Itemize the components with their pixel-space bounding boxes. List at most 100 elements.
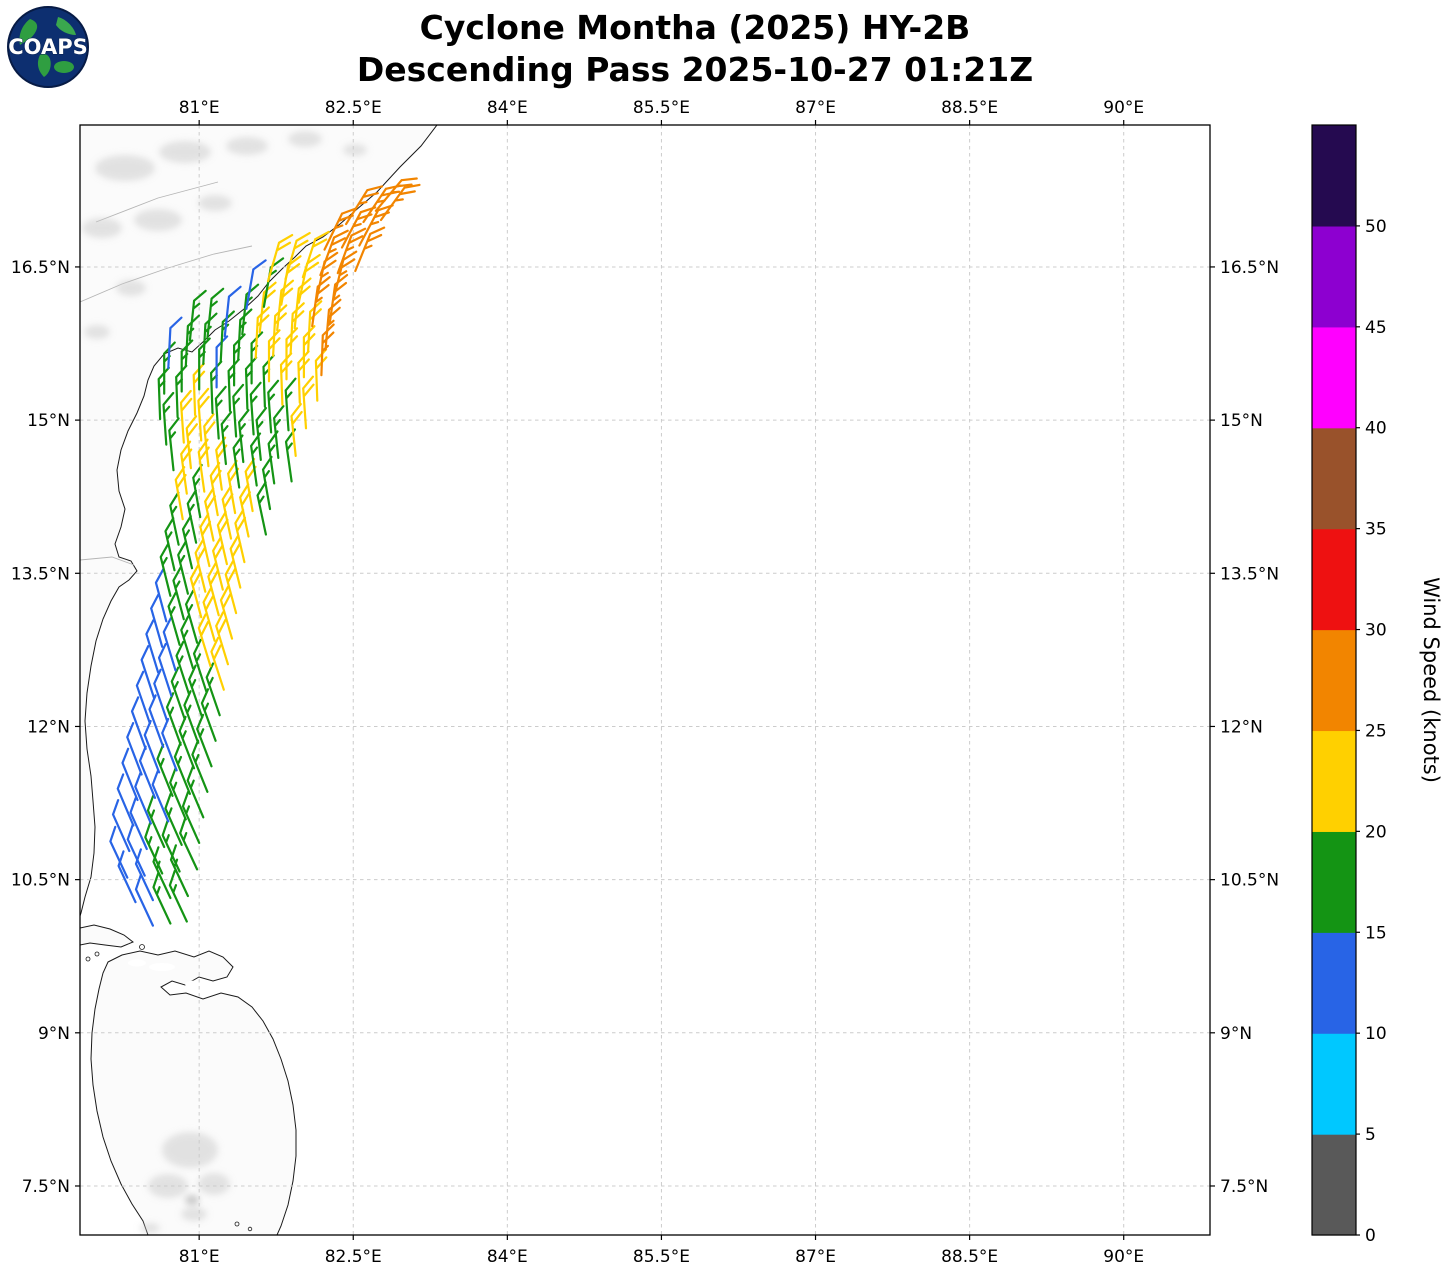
wind-barb	[130, 696, 147, 751]
wind-barb	[340, 206, 377, 249]
grid-layer	[80, 125, 1210, 1235]
wind-barb	[328, 273, 349, 326]
y-tick-label-left: 7.5°N	[22, 1177, 70, 1197]
wind-barb	[146, 795, 166, 849]
x-tick-label-top: 85.5°E	[633, 98, 690, 118]
y-tick-label-left: 9°N	[38, 1024, 70, 1044]
wind-barb	[154, 568, 168, 623]
colorbar-tick-label: 25	[1365, 721, 1387, 741]
wind-barb	[167, 591, 181, 646]
y-tick-label-right: 7.5°N	[1220, 1177, 1268, 1197]
wind-barb	[167, 316, 183, 370]
x-tick-label-bottom: 87°E	[795, 1247, 836, 1264]
rameswaram-spit	[80, 924, 134, 948]
wind-barb	[109, 825, 129, 879]
wind-barb	[199, 512, 212, 568]
x-tick-label-top: 81°E	[179, 98, 220, 118]
wind-barb	[188, 664, 204, 719]
wind-barb	[129, 797, 148, 851]
islet	[85, 956, 91, 962]
y-tick-label-right: 15°N	[1220, 411, 1263, 431]
logo-continent	[19, 19, 38, 45]
wind-barb	[181, 515, 194, 570]
y-tick-label-left: 16.5°N	[11, 258, 70, 278]
jaffna-lagoon	[185, 980, 207, 988]
x-tick-label-bottom: 84°E	[487, 1247, 528, 1264]
wind-barb	[245, 259, 267, 310]
y-tick-label-right: 13.5°N	[1220, 564, 1279, 584]
x-tick-label-top: 88.5°E	[941, 98, 998, 118]
wind-barb	[210, 636, 225, 691]
wind-barb	[197, 613, 212, 668]
colorbar-tick-label: 15	[1365, 923, 1387, 943]
colorbar-tick-label: 35	[1365, 520, 1387, 540]
wind-barb	[254, 306, 270, 359]
wind-barb	[185, 415, 198, 470]
wind-barb	[362, 184, 402, 224]
wind-barb	[205, 662, 221, 717]
x-tick-label-top: 82.5°E	[325, 98, 382, 118]
wind-barb	[157, 642, 173, 697]
logo-continent	[56, 17, 76, 35]
x-tick-label-bottom: 81°E	[179, 1247, 220, 1264]
wind-barb	[220, 411, 233, 466]
colorbar-tick-label: 50	[1365, 217, 1387, 237]
wind-barb	[168, 869, 188, 923]
wind-barb	[272, 304, 288, 357]
wind-barb	[315, 251, 339, 302]
colorbar-tick-label: 40	[1365, 419, 1387, 439]
wind-barb	[153, 668, 169, 723]
colorbar-segment	[1312, 932, 1356, 1034]
wind-barb	[162, 391, 175, 446]
colorbar-segment	[1312, 427, 1356, 530]
wind-barb	[289, 302, 305, 355]
colorbar-axis-label: Wind Speed (knots)	[1419, 577, 1443, 783]
wind-barb	[221, 485, 234, 540]
logo-continent	[37, 54, 51, 77]
wind-barb	[173, 741, 191, 796]
wind-barb	[134, 873, 154, 927]
landmass-layer	[80, 125, 438, 1235]
wind-barb	[126, 823, 146, 877]
wind-barb	[223, 285, 242, 338]
admin-boundary	[80, 556, 135, 566]
plot-frame	[79, 124, 1211, 1236]
colorbar-segment	[1312, 629, 1356, 732]
wind-barb	[319, 229, 349, 277]
wind-barb	[290, 402, 303, 457]
wind-barb	[256, 481, 267, 536]
wind-barb	[134, 771, 152, 825]
wind-barb	[161, 819, 181, 873]
colorbar-tick-label: 45	[1365, 318, 1387, 338]
y-tick-label-right: 12°N	[1220, 717, 1263, 737]
sri-lanka-coastline	[90, 950, 297, 1235]
wind-barb	[206, 287, 225, 340]
wind-barb	[302, 375, 315, 430]
wind-barb	[207, 562, 220, 617]
wind-barb	[126, 722, 143, 776]
wind-barb	[202, 587, 216, 642]
wind-barb	[311, 276, 331, 328]
wind-barb	[284, 231, 311, 281]
x-tick-label-top: 87°E	[795, 98, 836, 118]
wind-barb	[238, 409, 250, 464]
title-block: Cyclone Montha (2025) HY-2B Descending P…	[0, 7, 1390, 91]
wind-barb	[324, 298, 342, 351]
y-tick-label-right: 9°N	[1220, 1024, 1252, 1044]
wind-barb	[134, 848, 154, 902]
wind-barb	[144, 821, 164, 875]
wind-barb	[179, 817, 199, 871]
wind-barb	[234, 508, 247, 564]
jaffna-lagoon	[149, 963, 175, 971]
wind-barb	[116, 773, 135, 827]
wind-barb	[203, 413, 216, 468]
wind-barb	[214, 385, 227, 440]
wind-barb	[239, 483, 251, 538]
wind-barb	[354, 226, 386, 273]
wind-barb	[332, 250, 358, 300]
x-tick-label-bottom: 82.5°E	[325, 1247, 382, 1264]
wind-barb	[215, 611, 229, 666]
wind-barb	[266, 233, 294, 283]
wind-barb	[169, 767, 187, 821]
